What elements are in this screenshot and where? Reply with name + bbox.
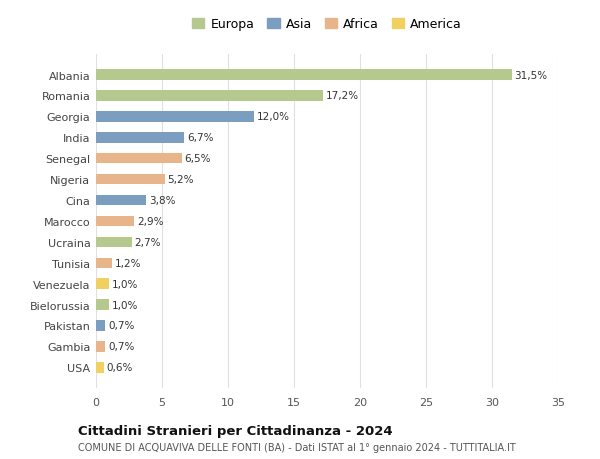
Text: 3,8%: 3,8% [149,196,175,206]
Bar [96,258,112,269]
Text: 1,0%: 1,0% [112,279,138,289]
Text: 0,7%: 0,7% [108,341,134,352]
Legend: Europa, Asia, Africa, America: Europa, Asia, Africa, America [192,18,462,31]
Text: 17,2%: 17,2% [326,91,359,101]
Bar [96,154,182,164]
Text: 0,7%: 0,7% [108,321,134,331]
Bar [96,216,134,227]
Bar [96,362,104,373]
Text: 31,5%: 31,5% [514,70,548,80]
Bar [96,91,323,101]
Text: 5,2%: 5,2% [167,175,194,185]
Bar [96,279,109,289]
Text: 6,7%: 6,7% [187,133,214,143]
Bar [96,237,131,247]
Text: 1,2%: 1,2% [115,258,141,268]
Text: 2,7%: 2,7% [134,237,161,247]
Text: COMUNE DI ACQUAVIVA DELLE FONTI (BA) - Dati ISTAT al 1° gennaio 2024 - TUTTITALI: COMUNE DI ACQUAVIVA DELLE FONTI (BA) - D… [78,442,516,452]
Bar [96,70,512,81]
Text: Cittadini Stranieri per Cittadinanza - 2024: Cittadini Stranieri per Cittadinanza - 2… [78,425,392,437]
Text: 12,0%: 12,0% [257,112,290,122]
Text: 2,9%: 2,9% [137,217,163,226]
Text: 6,5%: 6,5% [184,154,211,164]
Text: 0,6%: 0,6% [107,363,133,373]
Bar [96,196,146,206]
Bar [96,112,254,123]
Text: 1,0%: 1,0% [112,300,138,310]
Bar [96,174,164,185]
Bar [96,300,109,310]
Bar [96,133,184,143]
Bar [96,341,105,352]
Bar [96,320,105,331]
